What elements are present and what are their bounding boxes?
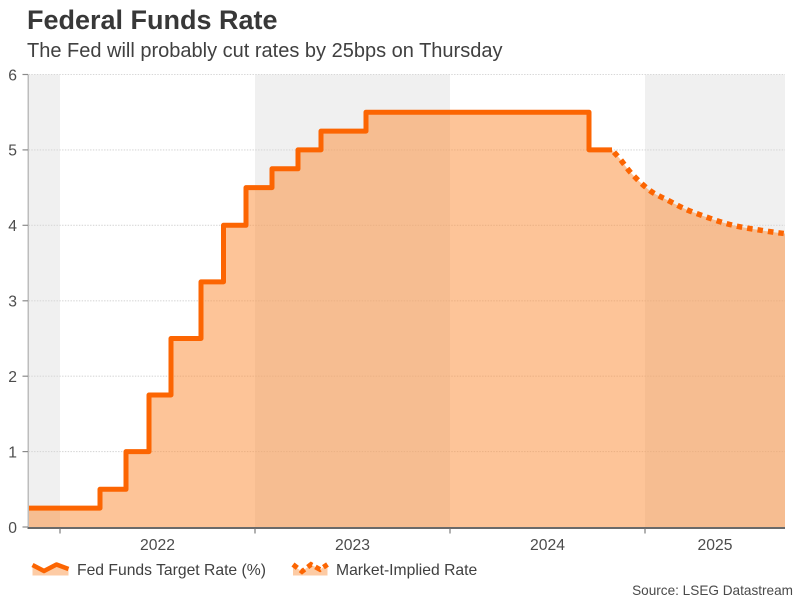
svg-text:2025: 2025 (698, 537, 733, 554)
svg-text:2024: 2024 (530, 537, 565, 554)
svg-text:Federal Funds Rate: Federal Funds Rate (27, 5, 278, 35)
svg-text:2023: 2023 (335, 537, 370, 554)
svg-text:3: 3 (8, 294, 17, 311)
svg-text:Market-Implied Rate: Market-Implied Rate (336, 562, 478, 579)
svg-text:Fed Funds Target Rate (%): Fed Funds Target Rate (%) (77, 562, 266, 579)
svg-text:0: 0 (8, 520, 17, 537)
svg-text:6: 6 (8, 67, 17, 84)
svg-text:5: 5 (8, 143, 17, 160)
svg-text:1: 1 (8, 444, 17, 461)
svg-text:Source: LSEG Datastream: Source: LSEG Datastream (632, 583, 793, 598)
svg-text:2022: 2022 (140, 537, 175, 554)
svg-text:4: 4 (8, 218, 17, 235)
svg-text:The Fed will probably cut rate: The Fed will probably cut rates by 25bps… (27, 40, 502, 62)
svg-text:2: 2 (8, 369, 17, 386)
